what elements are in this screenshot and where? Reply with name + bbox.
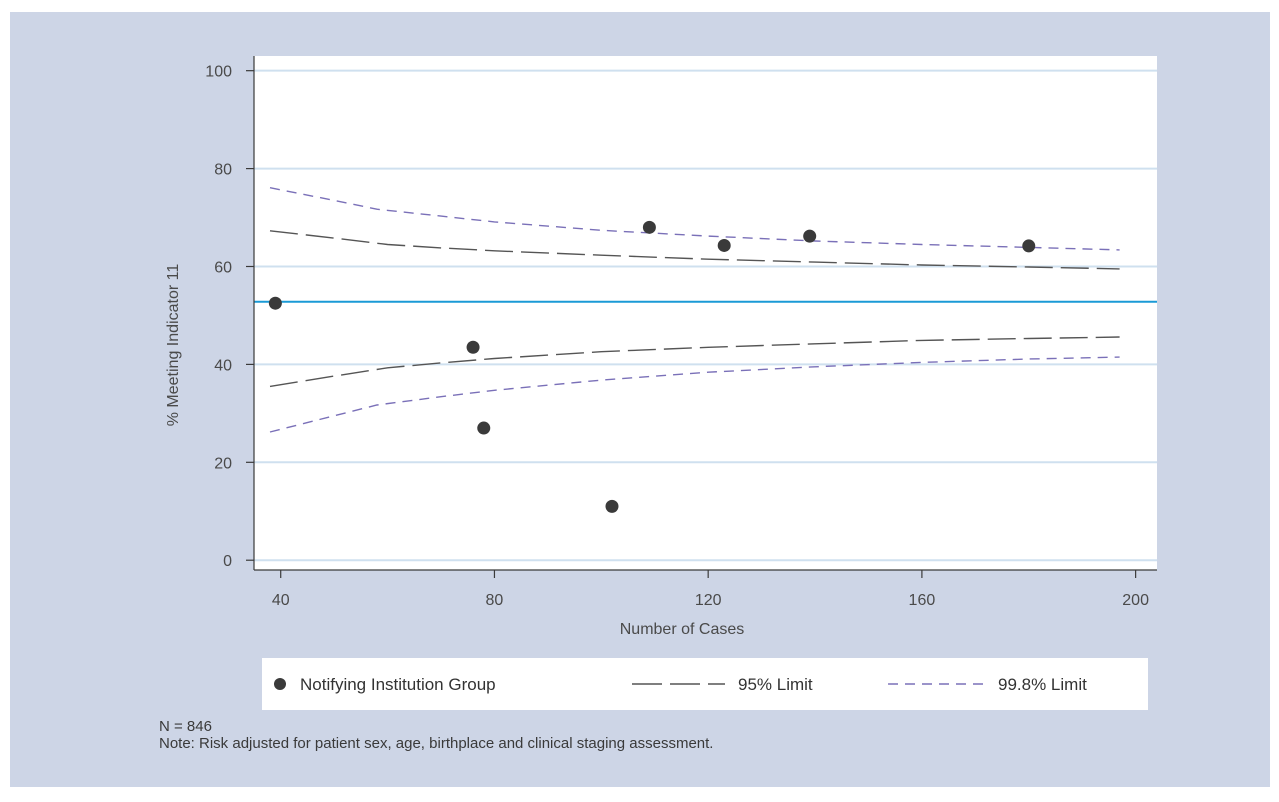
data-point-1 (268, 296, 282, 310)
axes: 0 20 40 60 80 100 40 80 120 160 200 (205, 56, 1157, 609)
y-tick-label-40: 40 (214, 357, 232, 374)
legend-label-points: Notifying Institution Group (300, 675, 496, 694)
plot-area (254, 56, 1157, 570)
data-point-4 (605, 499, 619, 513)
control-limits (269, 187, 1120, 433)
data-point-3 (477, 421, 491, 435)
data-point-2 (466, 340, 480, 354)
data-point-5 (642, 220, 656, 234)
sample-size-note: N = 846 (159, 718, 212, 735)
legend-label-95: 95% Limit (738, 675, 813, 694)
y-axis-title: % Meeting Indicator 11 (165, 264, 182, 427)
x-tick-label-80: 80 (486, 592, 504, 609)
y-tick-label-100: 100 (205, 64, 232, 81)
legend: Notifying Institution Group 95% Limit 99… (262, 658, 1148, 710)
data-point-7 (803, 229, 817, 243)
risk-adjustment-note: Note: Risk adjusted for patient sex, age… (159, 735, 714, 752)
limit-998-upper (269, 187, 1120, 251)
legend-box (262, 658, 1148, 710)
limit-95-upper (269, 230, 1120, 270)
y-tick-label-20: 20 (214, 455, 232, 472)
data-points (268, 220, 1036, 513)
data-point-6 (717, 238, 731, 252)
x-tick-label-120: 120 (695, 592, 722, 609)
legend-label-998: 99.8% Limit (998, 675, 1087, 694)
x-tick-label-40: 40 (272, 592, 290, 609)
x-tick-label-200: 200 (1122, 592, 1149, 609)
figure-notes: N = 846 Note: Risk adjusted for patient … (159, 718, 713, 752)
y-tick-label-60: 60 (214, 259, 232, 276)
y-tick-label-80: 80 (214, 162, 232, 179)
y-tick-label-0: 0 (223, 553, 232, 570)
x-axis-title: Number of Cases (620, 621, 745, 638)
grid-lines (254, 69, 1157, 562)
limit-95-lower (269, 336, 1120, 388)
legend-marker-points (274, 678, 286, 690)
x-tick-label-160: 160 (909, 592, 936, 609)
data-point-8 (1022, 239, 1036, 253)
